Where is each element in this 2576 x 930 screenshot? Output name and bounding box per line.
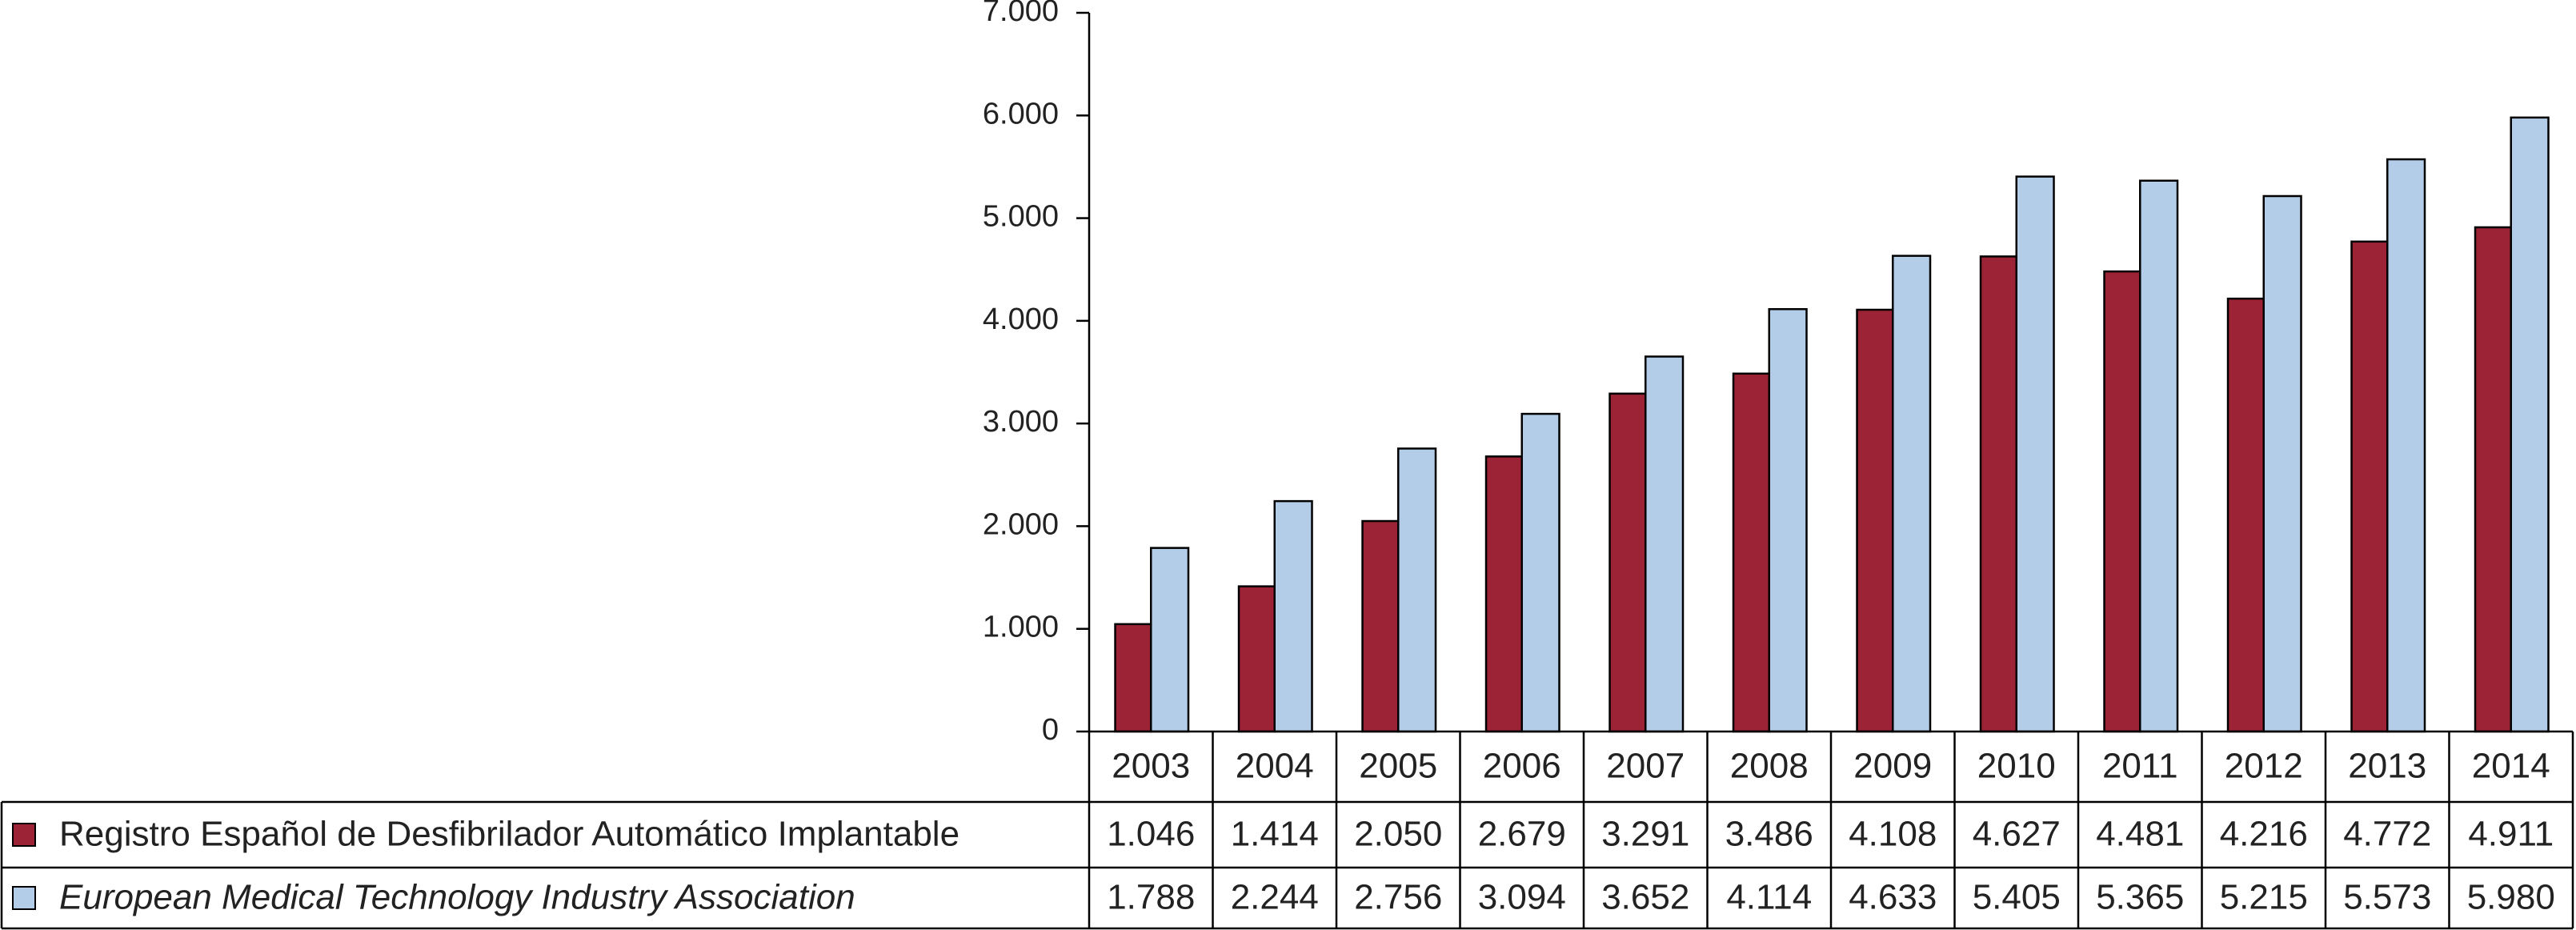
x-tick-label: 2014 — [2472, 747, 2550, 786]
table-cell: 5.215 — [2220, 878, 2308, 917]
table-cell: 3.486 — [1725, 815, 1813, 854]
legend-swatch — [12, 886, 36, 910]
table-cell: 3.094 — [1478, 878, 1566, 917]
table-cell: 2.756 — [1354, 878, 1442, 917]
x-tick-label: 2009 — [1853, 747, 1932, 786]
table-cell: 1.046 — [1107, 815, 1195, 854]
bar — [1645, 355, 1685, 733]
bar — [1361, 519, 1400, 733]
x-tick-label: 2008 — [1730, 747, 1809, 786]
legend-label: European Medical Technology Industry Ass… — [59, 878, 855, 917]
bar — [1768, 307, 1808, 733]
table-cell: 4.627 — [1973, 815, 2061, 854]
y-tick-label: 5.000 — [983, 200, 1059, 234]
bar — [2510, 116, 2550, 733]
x-tick-label: 2004 — [1236, 747, 1314, 786]
x-tick-label: 2003 — [1112, 747, 1190, 786]
legend-label: Registro Español de Desfibrilador Automá… — [59, 815, 959, 854]
y-tick-label: 1.000 — [983, 611, 1059, 644]
y-tick-label: 2.000 — [983, 507, 1059, 541]
bar — [2386, 158, 2426, 733]
y-tick-label: 6.000 — [983, 97, 1059, 130]
table-cell: 5.365 — [2096, 878, 2184, 917]
bar — [1397, 447, 1437, 733]
bar — [1150, 547, 1190, 733]
bar — [1273, 499, 1313, 733]
legend-swatch — [12, 823, 36, 847]
bar — [1608, 392, 1647, 733]
table-cell: 4.481 — [2096, 815, 2184, 854]
bar — [1732, 372, 1771, 733]
x-tick-label: 2011 — [2102, 747, 2178, 786]
x-tick-label: 2006 — [1483, 747, 1561, 786]
table-cell: 2.244 — [1231, 878, 1319, 917]
table-cell: 1.414 — [1231, 815, 1319, 854]
bar — [1856, 308, 1894, 733]
table-cell: 4.216 — [2220, 815, 2308, 854]
bar — [1979, 255, 2018, 733]
bar — [2474, 226, 2513, 733]
bar — [1484, 455, 1524, 733]
x-tick-label: 2007 — [1606, 747, 1685, 786]
table-cell: 4.108 — [1849, 815, 1937, 854]
bar — [2226, 297, 2266, 733]
table-cell: 5.573 — [2343, 878, 2431, 917]
y-tick-label: 4.000 — [983, 303, 1059, 336]
bar — [2015, 175, 2055, 733]
y-tick-label: 3.000 — [983, 405, 1059, 439]
x-tick-label: 2013 — [2348, 747, 2426, 786]
table-cell: 2.050 — [1354, 815, 1442, 854]
x-tick-label: 2012 — [2225, 747, 2303, 786]
y-tick-label: 7.000 — [983, 0, 1059, 28]
table-cell: 2.679 — [1478, 815, 1566, 854]
table-cell: 3.291 — [1601, 815, 1689, 854]
bar — [2262, 194, 2302, 733]
bar — [1114, 623, 1152, 733]
bar — [2103, 270, 2141, 733]
bar — [1237, 585, 1276, 733]
table-cell: 5.980 — [2467, 878, 2555, 917]
table-cell: 4.772 — [2343, 815, 2431, 854]
x-tick-label: 2005 — [1359, 747, 1437, 786]
table-cell: 3.652 — [1601, 878, 1689, 917]
table-cell: 4.114 — [1726, 878, 1812, 917]
bar — [2139, 179, 2179, 733]
table-cell: 5.405 — [1973, 878, 2061, 917]
y-tick-label: 0 — [1042, 713, 1059, 747]
bar — [1892, 255, 1932, 733]
x-tick-label: 2010 — [1977, 747, 2056, 786]
bar — [2350, 240, 2389, 733]
bar — [1520, 412, 1560, 733]
table-cell: 4.633 — [1849, 878, 1937, 917]
table-cell: 4.911 — [2468, 815, 2554, 854]
table-cell: 1.788 — [1107, 878, 1195, 917]
